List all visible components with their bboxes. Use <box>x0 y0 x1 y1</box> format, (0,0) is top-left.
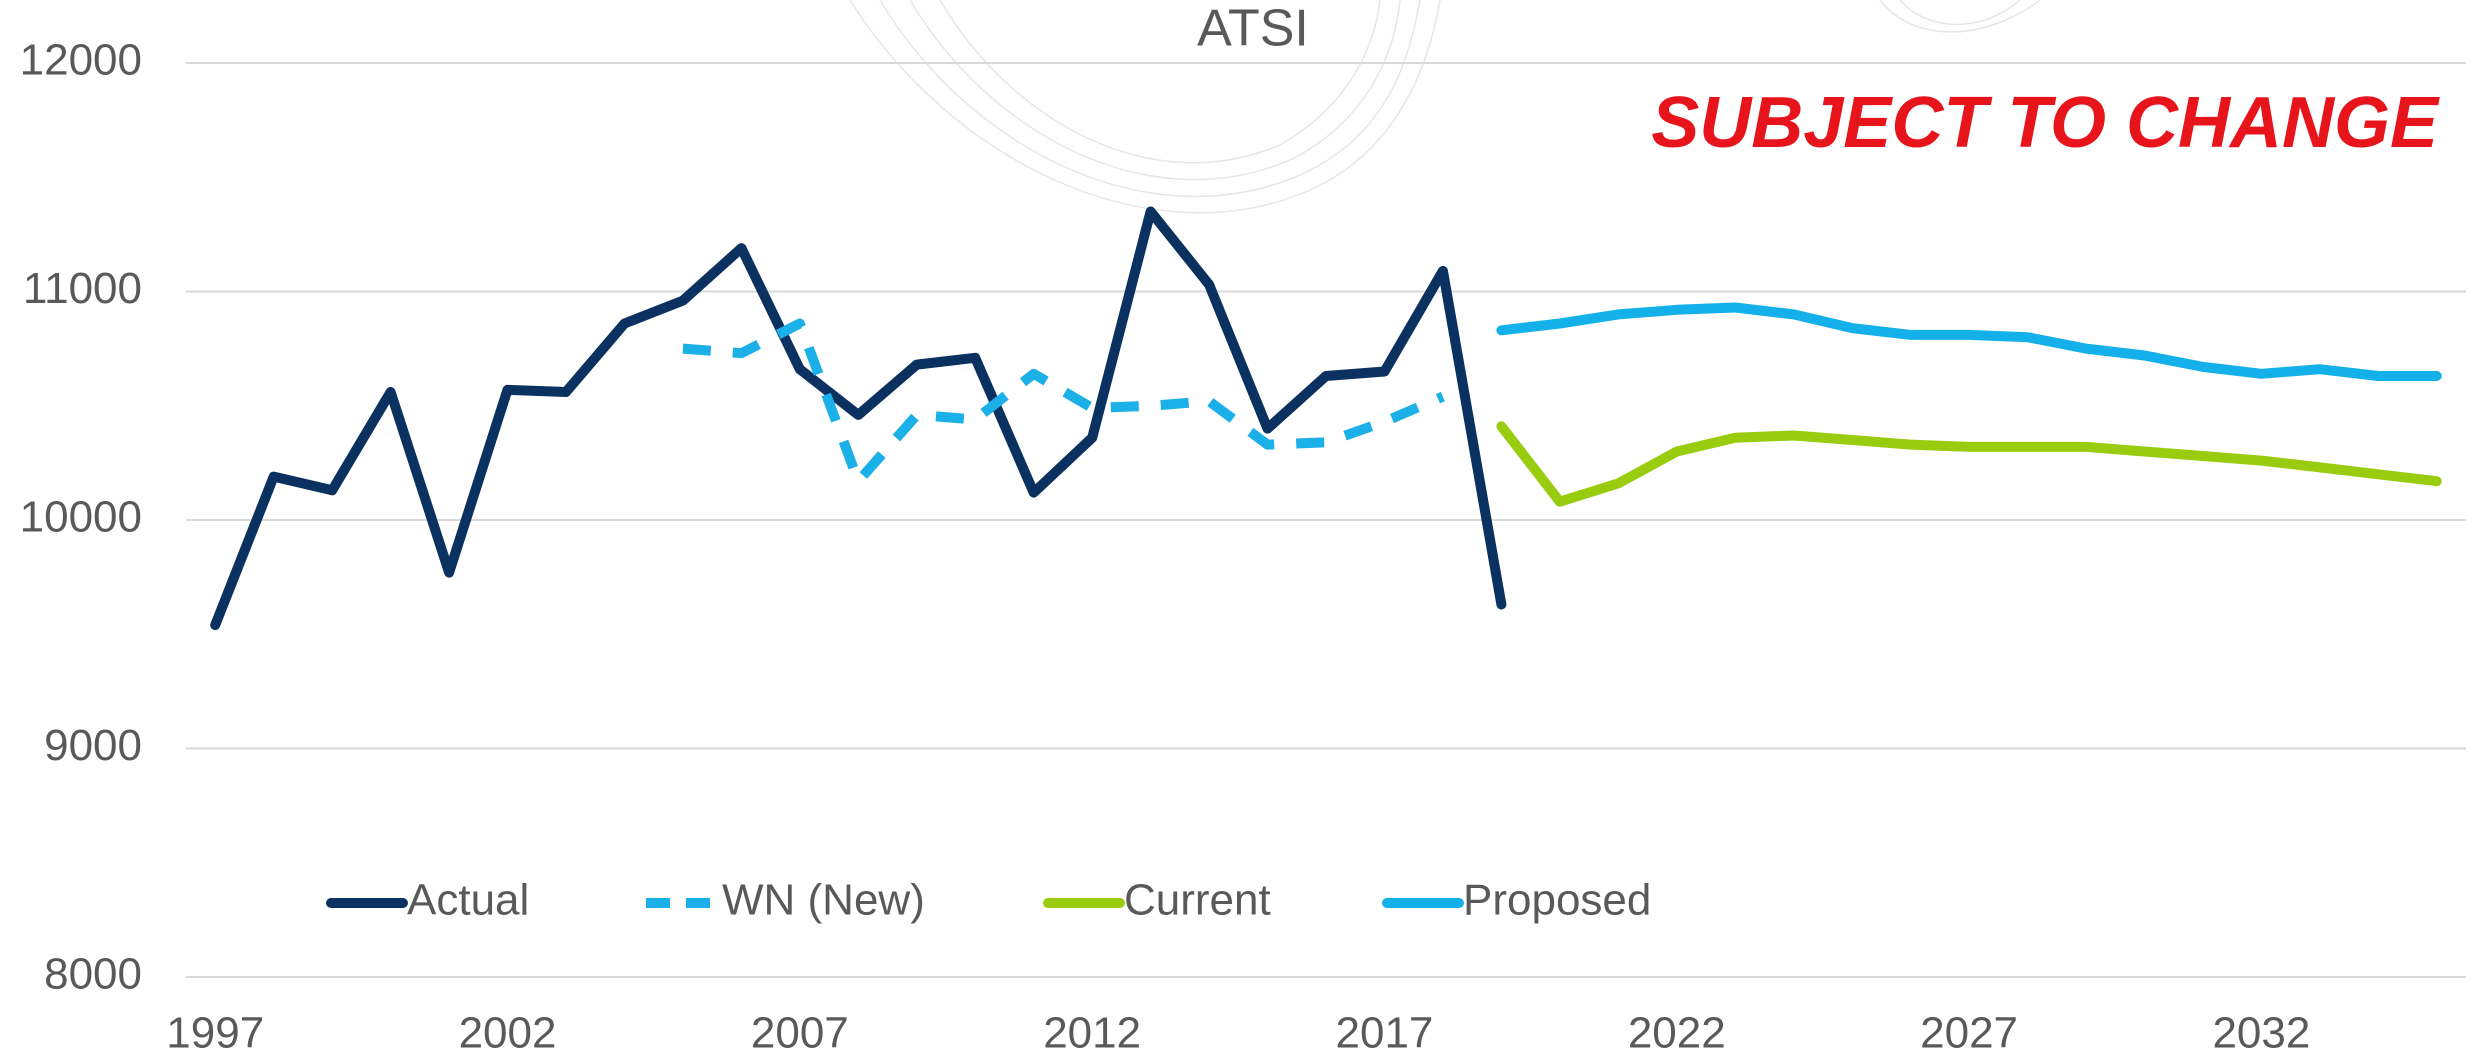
x-tick-label: 2017 <box>1336 1009 1434 1058</box>
series-line <box>210 206 1507 631</box>
x-tick-label: 2032 <box>2212 1009 2310 1058</box>
x-tick-label: 2027 <box>1920 1009 2018 1058</box>
x-tick-label: 2002 <box>459 1009 557 1058</box>
grid <box>186 62 2466 978</box>
chart-title: ATSI <box>1197 0 1309 58</box>
y-tick-label: 12000 <box>20 36 142 85</box>
legend-label: WN (New) <box>722 876 925 925</box>
x-tick-label: 2007 <box>751 1009 849 1058</box>
series-line <box>1496 421 2442 507</box>
x-tick-label: 2022 <box>1628 1009 1726 1058</box>
series-line <box>682 318 1445 487</box>
y-tick-label: 8000 <box>44 950 142 999</box>
y-tick-label: 11000 <box>23 264 142 313</box>
y-tick-label: 9000 <box>44 721 142 770</box>
background-decoration <box>849 0 2041 214</box>
y-tick-label: 10000 <box>20 493 142 542</box>
legend: Actual WN (New) Current Proposed <box>326 876 1651 925</box>
legend-label: Proposed <box>1463 876 1651 925</box>
plot <box>210 206 2442 631</box>
legend-label: Current <box>1124 876 1271 925</box>
annotation: SUBJECT TO CHANGE <box>1651 83 2440 163</box>
x-tick-label: 1997 <box>166 1009 264 1058</box>
legend-label: Actual <box>407 876 529 925</box>
series-line <box>1496 302 2442 381</box>
x-tick-label: 2012 <box>1043 1009 1141 1058</box>
